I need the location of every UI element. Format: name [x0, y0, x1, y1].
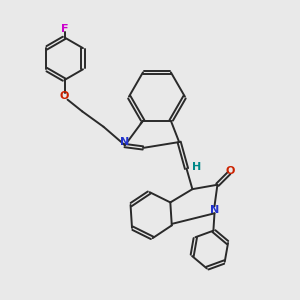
Text: F: F: [61, 24, 68, 34]
Text: H: H: [192, 162, 202, 172]
Text: O: O: [60, 91, 69, 101]
Text: N: N: [210, 205, 219, 215]
Text: O: O: [226, 167, 236, 176]
Text: N: N: [120, 137, 129, 147]
